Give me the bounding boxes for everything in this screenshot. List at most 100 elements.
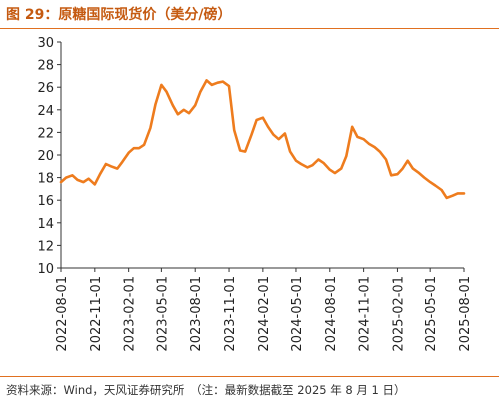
data-point: [328, 168, 331, 171]
data-point: [182, 108, 185, 111]
data-point: [210, 84, 213, 86]
data-point: [295, 159, 297, 162]
data-point: [367, 142, 370, 145]
x-tick-label: 2025-05-01: [424, 276, 439, 352]
x-tick-label: 2023-08-01: [189, 276, 204, 352]
data-point: [322, 162, 325, 164]
data-point: [110, 165, 112, 168]
x-tick-label: 2022-08-01: [55, 276, 70, 352]
data-point: [289, 150, 291, 153]
x-tick-label: 2022-11-01: [89, 276, 104, 352]
data-point: [65, 176, 67, 179]
data-point: [317, 158, 320, 161]
data-point: [233, 129, 236, 132]
y-tick-label: 18: [37, 172, 54, 187]
x-tick-label: 2023-02-01: [123, 276, 138, 352]
data-point: [267, 125, 269, 128]
data-point: [138, 147, 140, 150]
data-point: [188, 112, 190, 115]
data-point: [228, 85, 230, 87]
data-point: [300, 163, 302, 165]
data-point: [378, 150, 381, 153]
data-point: [277, 138, 280, 141]
data-point: [99, 173, 101, 176]
data-point: [221, 80, 224, 83]
y-tick-label: 16: [37, 194, 54, 209]
data-point: [423, 176, 426, 179]
data-point: [216, 81, 219, 84]
data-point: [76, 179, 79, 181]
data-point: [451, 194, 454, 197]
source-note: 资料来源：Wind，天风证券研究所 （注：最新数据截至 2025 年 8 月 1…: [6, 383, 406, 397]
data-point: [373, 146, 376, 149]
data-point: [165, 90, 168, 93]
data-point: [177, 113, 179, 116]
data-point: [456, 192, 459, 195]
data-point: [406, 159, 409, 162]
y-tick-label: 30: [37, 36, 54, 51]
data-point: [390, 174, 393, 177]
data-point: [87, 177, 90, 180]
data-point: [272, 133, 275, 136]
data-point: [127, 151, 130, 154]
data-point: [71, 174, 74, 177]
y-tick-label: 14: [37, 217, 54, 232]
series-line: [59, 79, 466, 200]
data-point: [93, 183, 96, 186]
data-point: [440, 189, 443, 191]
x-tick-label: 2024-02-01: [257, 276, 272, 352]
data-point: [334, 172, 336, 175]
data-point: [105, 163, 107, 165]
y-tick-label: 28: [37, 59, 54, 74]
data-point: [60, 181, 62, 184]
data-point: [463, 192, 465, 195]
x-tick-label: 2023-05-01: [155, 276, 170, 352]
data-point: [149, 127, 152, 129]
data-point: [121, 160, 124, 163]
x-tick-label: 2025-08-01: [458, 276, 473, 352]
data-point: [82, 181, 85, 184]
y-tick-label: 12: [37, 239, 54, 254]
series-layer: [59, 79, 466, 200]
y-tick-label: 24: [37, 104, 54, 119]
data-point: [250, 133, 253, 136]
data-point: [311, 164, 314, 167]
data-point: [362, 138, 365, 141]
data-point: [239, 149, 242, 152]
chart-svg: 10 12 14 16 18 20 22 24 26 28 30 2022-08-01 2022-11…: [37, 36, 473, 352]
x-tick-label: 2025-02-01: [391, 276, 406, 352]
title-divider: [0, 28, 499, 29]
y-axis: 10 12 14 16 18 20 22 24 26 28 30: [37, 36, 62, 277]
data-point: [199, 90, 202, 93]
data-point: [262, 116, 264, 119]
data-point: [434, 184, 437, 187]
data-point: [401, 167, 404, 170]
data-point: [284, 132, 286, 135]
data-point: [306, 166, 309, 169]
footer-divider: [0, 376, 499, 377]
data-point: [143, 143, 146, 146]
data-point: [385, 158, 387, 161]
x-tick-label: 2024-11-01: [358, 276, 373, 352]
data-point: [445, 197, 448, 199]
data-point: [116, 167, 119, 170]
y-tick-label: 26: [37, 81, 54, 96]
y-tick-label: 20: [37, 149, 54, 164]
data-point: [345, 155, 348, 158]
data-point: [356, 136, 359, 138]
x-tick-label: 2024-08-01: [324, 276, 339, 352]
data-point: [205, 79, 208, 82]
data-point: [154, 103, 157, 106]
x-tick-label: 2024-05-01: [290, 276, 305, 352]
x-tick-label: 2023-11-01: [223, 276, 238, 352]
data-point: [171, 104, 174, 107]
y-tick-label: 22: [37, 126, 54, 141]
data-point: [194, 104, 197, 107]
y-tick-label: 10: [37, 262, 54, 277]
data-point: [412, 167, 414, 170]
chart-title: 图 29：原糖国际现货价（美分/磅）: [6, 7, 232, 23]
data-point: [255, 119, 258, 121]
data-point: [429, 181, 432, 184]
data-point: [396, 173, 399, 176]
data-point: [340, 167, 343, 170]
